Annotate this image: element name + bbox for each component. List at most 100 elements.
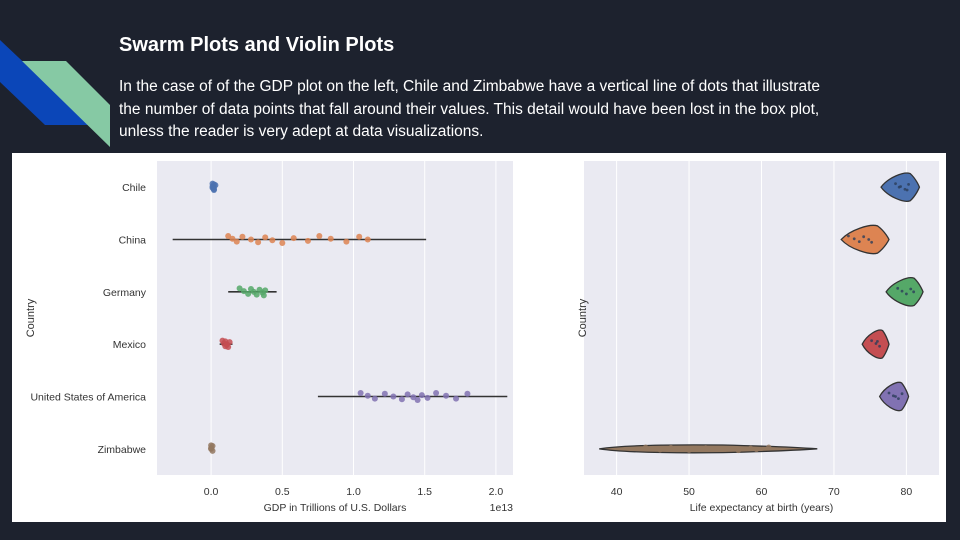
y-tick-label: Zimbabwe [98,444,147,456]
violin-point [847,234,850,238]
violin-point [686,447,692,453]
violin-point [870,339,874,343]
y-tick-label: Mexico [113,339,146,351]
strip-point [327,235,334,242]
violin-point [857,240,861,243]
strip-point [356,233,363,240]
x-tick-label: 0.5 [275,486,290,498]
violin-point [897,397,900,400]
violin-point [862,235,866,239]
strip-point [262,287,269,294]
violin-point [657,447,663,453]
y-axis-label: Country [25,298,37,337]
chart-1: 0.0 0.5 1.0 1.5 2.0 Chile China Germany Mexico Un… [25,161,513,514]
violin-point [852,237,856,241]
violin-point [912,290,916,294]
deco-green-stripe [22,61,110,147]
strip-point [464,390,471,397]
violin-3 [885,277,924,307]
strip-point [443,392,450,399]
strip-point [290,235,297,242]
violin-point [909,287,913,291]
violin-point [894,395,897,398]
violin-point [748,445,754,451]
violin-point [887,391,891,395]
strip-point [398,396,405,403]
violin-point [878,344,881,348]
x-tick-label: 0.0 [204,486,219,498]
strip-point [410,394,417,401]
violin-point [753,446,760,453]
strip-point [253,291,260,298]
strip-point [247,236,254,243]
charts-svg: 0.0 0.5 1.0 1.5 2.0 Chile China Germany Mexico Un… [25,161,939,514]
violin-point [903,187,907,191]
strip-point [316,233,323,239]
x-tick-label: 2.0 [489,486,504,498]
violin-point [650,445,656,452]
strip-point [404,391,411,398]
strip-point [343,238,350,245]
violin-point [894,182,897,186]
strip-point [433,390,440,396]
corner-decoration [0,40,110,147]
x-tick-label: 70 [828,486,840,498]
violin-point [905,188,909,192]
strip-point [453,395,460,402]
violin-point [735,447,741,454]
strip-point [236,285,243,292]
strip-point [269,237,276,244]
x-tick-label: 60 [756,486,768,498]
strip-point [245,290,252,297]
strip-point [424,394,431,401]
violin-point [874,342,878,345]
y-tick-label: United States of America [30,392,146,404]
violin-point [722,446,728,452]
plot-area [157,161,513,475]
violin-point [671,446,678,452]
y-axis-label: Country [577,298,589,337]
strip-point [364,392,371,399]
strip-point [357,390,364,396]
strip-point [233,238,240,245]
strip-point [240,288,247,295]
violin-point [907,182,910,186]
violin-point [896,286,900,290]
violin-point [867,238,871,241]
violin-point [897,185,901,189]
strip-point [208,445,215,452]
strip-point [418,392,425,399]
x-tick-label: 50 [683,486,695,498]
violin-point [904,292,908,296]
strip-point [381,390,388,397]
chart-2: 40 50 60 70 80 Life expectancy at birth (year… [577,161,939,514]
strip-point [225,233,232,239]
violin-point [703,445,709,451]
y-tick-label: Germany [103,287,147,299]
strip-point [262,234,269,241]
strip-point [304,237,311,244]
strip-point [229,235,236,242]
x-tick-label: 1.0 [346,486,361,498]
violin-point [870,240,874,244]
figure-panel: 0.0 0.5 1.0 1.5 2.0 Chile China Germany Mexico Un… [12,153,946,522]
x-axis-label: GDP in Trillions of U.S. Dollars [264,502,407,514]
y-tick-label: China [119,235,147,247]
strip-point [209,184,216,191]
strip-point [255,239,262,246]
strip-point [260,292,267,299]
violin-point [876,339,879,343]
slide-description: In the case of of the GDP plot on the le… [119,78,821,140]
violin-2 [840,224,890,255]
violin-point [766,444,772,450]
strip-point [223,341,230,348]
x-axis-label: Life expectancy at birth (years) [690,502,834,514]
x-tick-label: 40 [611,486,623,498]
x-tick-label: 1.5 [417,486,432,498]
strip-point [390,393,397,400]
strip-point [364,236,371,243]
violin-point [642,444,649,450]
violin-point [891,394,895,398]
violin-point [900,392,904,396]
strip-point [239,233,246,240]
